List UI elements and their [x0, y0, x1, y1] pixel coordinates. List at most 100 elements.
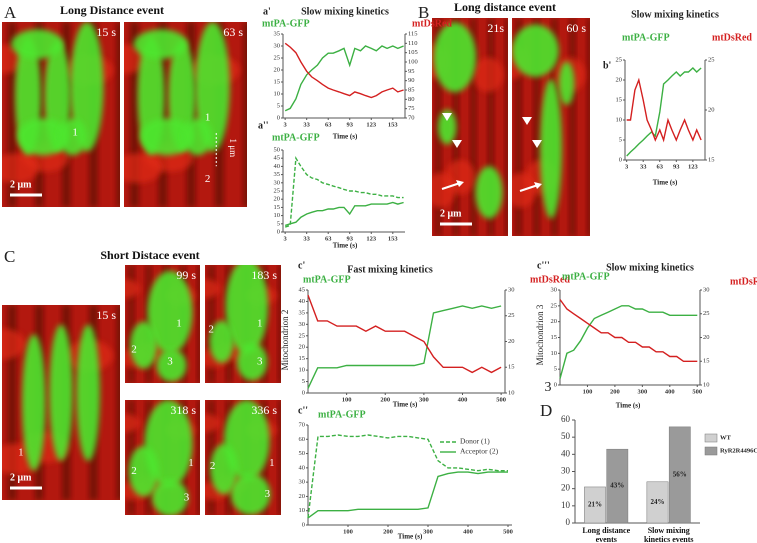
y2-tick-label: 15	[703, 358, 710, 365]
x-tick-label: 123	[366, 235, 377, 242]
series-line	[284, 42, 404, 99]
mito-label: 1	[257, 318, 263, 330]
series-line	[307, 434, 508, 518]
x-tick-label: 3	[625, 163, 629, 170]
mito-label: 3	[265, 488, 271, 500]
y-tick-label: 0	[619, 156, 622, 163]
series-line	[626, 67, 702, 157]
y-tick-label: 15	[274, 78, 281, 85]
y2-tick-label: 20	[708, 106, 715, 113]
texture	[197, 265, 200, 383]
x-tick-label: 93	[346, 235, 353, 242]
y-tick-label: 5	[619, 136, 622, 143]
xlabel: Time (s)	[333, 242, 358, 250]
y-tick-label: 25	[274, 187, 281, 194]
panel-letter: A	[4, 3, 17, 22]
annotation: 3	[545, 380, 552, 395]
micrograph	[124, 22, 247, 207]
y-tick-label: 30	[299, 321, 306, 328]
x-tick-label: 500	[692, 388, 702, 395]
mito-label: 1	[269, 457, 275, 469]
y-tick-label: 50	[299, 450, 306, 457]
panel-label: a'	[263, 6, 271, 17]
texture	[505, 18, 508, 236]
micrograph	[125, 400, 200, 515]
x-tick-label: 300	[423, 528, 433, 535]
x-tick-label: 123	[366, 121, 377, 128]
panel-letter: C	[4, 247, 15, 266]
mito-label: 1	[205, 112, 211, 124]
y-tick-label: 15	[274, 204, 281, 211]
left-label: mtPA-GFP	[303, 274, 351, 285]
y-tick-label: 40	[299, 298, 306, 305]
x-tick-label: 3	[284, 121, 288, 128]
right-label: mtDsRed	[412, 18, 452, 29]
mito-label: 1	[72, 127, 78, 139]
time-label: 15 s	[96, 25, 116, 39]
legend-swatch	[704, 446, 718, 456]
y2-tick-label: 105	[408, 49, 418, 56]
series-line	[284, 45, 404, 112]
time-label: 183 s	[251, 268, 277, 282]
series-line	[626, 77, 702, 143]
y-tick-label: 30	[299, 479, 306, 486]
left-label: mtPA-GFP	[622, 32, 670, 43]
texture	[125, 279, 140, 299]
x-tick-label: 400	[458, 396, 468, 403]
y-tick-label: 20	[274, 196, 281, 203]
y-tick-label: 20	[616, 76, 623, 83]
mito-label: 3	[184, 491, 190, 503]
x-tick-label: 100	[343, 528, 353, 535]
mito-label: 2	[131, 343, 137, 355]
panel-label: a''	[258, 120, 269, 131]
x-tick-label: 123	[688, 163, 699, 170]
x-tick-label: 400	[463, 528, 473, 535]
x-tick-label: 100	[342, 396, 352, 403]
texture	[116, 22, 120, 207]
y2-tick-label: 20	[508, 338, 515, 345]
y2-tick-label: 90	[408, 77, 415, 84]
y-tick-label: 10	[299, 507, 306, 514]
x-tick-label: 63	[657, 163, 664, 170]
bar	[606, 448, 629, 524]
y-tick-label: 25	[551, 302, 558, 309]
texture	[128, 265, 134, 383]
mito-label: 2	[131, 465, 137, 477]
y2-tick-label: 85	[408, 86, 415, 93]
panel-label: c''	[298, 405, 308, 416]
green-signal	[225, 265, 269, 354]
y-tick-label: 10	[561, 500, 571, 510]
x-tick-label: 200	[380, 396, 390, 403]
time-label: 336 s	[251, 403, 277, 417]
title: Fast mixing kinetics	[347, 264, 433, 275]
y-tick-label: 45	[299, 286, 306, 293]
y2-tick-label: 30	[703, 286, 710, 293]
y-tick-label: 10	[274, 212, 281, 219]
y-tick-label: 45	[274, 155, 281, 162]
x-tick-label: 100	[583, 388, 593, 395]
series-line	[284, 156, 404, 228]
time-label: 60 s	[566, 21, 586, 35]
series-line	[559, 305, 698, 379]
y-tick-label: 30	[551, 286, 558, 293]
mito-label: 3	[257, 355, 263, 367]
texture	[473, 57, 504, 93]
arrow-head	[534, 182, 542, 189]
arrow	[441, 182, 461, 190]
legend-swatch	[704, 433, 718, 443]
micrograph	[125, 265, 200, 383]
arrowhead	[522, 117, 532, 125]
y-tick-label: 15	[551, 334, 558, 341]
micrograph	[205, 400, 281, 515]
y-tick-label: 0	[566, 517, 571, 527]
texture	[124, 153, 163, 183]
scale-label: 2 μm	[440, 208, 462, 219]
scale-label: 2 μm	[10, 472, 32, 483]
green-signal	[512, 24, 559, 77]
green-signal	[183, 118, 213, 156]
x-tick-label: 93	[346, 121, 353, 128]
green-signal	[195, 22, 230, 152]
green-signal	[209, 320, 234, 363]
texture	[125, 413, 140, 433]
legend-label: Donor (1)	[460, 437, 490, 446]
